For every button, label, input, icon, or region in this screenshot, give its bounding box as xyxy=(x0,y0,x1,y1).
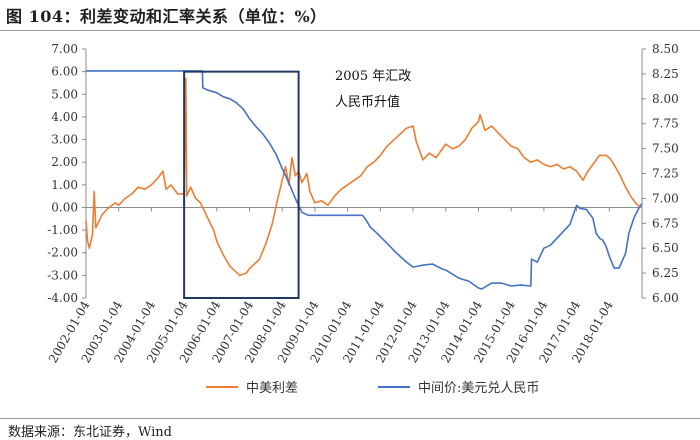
y-right-tick-label: 8.25 xyxy=(652,67,679,81)
spread-line xyxy=(85,77,641,277)
y-right-tick-label: 6.25 xyxy=(652,266,679,280)
source-note: 数据来源：东北证券，Wind xyxy=(8,425,172,440)
y-left-tick-label: -2.00 xyxy=(47,246,78,260)
y-left-tick-label: 7.00 xyxy=(51,42,78,56)
title-divider xyxy=(0,30,700,31)
annotation-text: 2005 年汇改 xyxy=(335,69,411,84)
legend-label: 中美利差 xyxy=(246,381,298,396)
y-left-tick-label: 2.00 xyxy=(51,155,78,169)
usdcny-line xyxy=(86,70,643,290)
y-right-tick-label: 6.00 xyxy=(652,291,679,305)
legend-label: 中间价:美元兑人民币 xyxy=(418,381,539,396)
y-left-tick-label: -3.00 xyxy=(47,268,78,282)
y-left-tick-label: 3.00 xyxy=(51,133,78,147)
reform-highlight-box xyxy=(183,70,300,299)
y-right-tick-label: 7.25 xyxy=(652,167,679,181)
y-left-tick-label: 1.00 xyxy=(51,178,78,192)
source-divider xyxy=(0,418,700,419)
y-left-tick-label: 5.00 xyxy=(51,87,78,101)
y-left-tick-label: 0.00 xyxy=(51,200,78,214)
y-left-tick-label: 4.00 xyxy=(51,110,78,124)
y-left-tick-label: -4.00 xyxy=(47,291,78,305)
y-right-tick-label: 8.00 xyxy=(652,92,679,106)
y-right-tick-label: 7.75 xyxy=(652,117,679,131)
figure-title: 图 104：利差变动和汇率关系（单位：%） xyxy=(6,7,327,26)
annotation-text: 人民币升值 xyxy=(335,94,400,110)
y-right-tick-label: 8.50 xyxy=(652,42,679,56)
y-right-tick-label: 7.50 xyxy=(652,142,679,156)
y-left-tick-label: -1.00 xyxy=(47,223,78,237)
y-right-tick-label: 7.00 xyxy=(652,191,679,205)
y-right-tick-label: 6.50 xyxy=(652,241,679,255)
y-left-tick-label: 6.00 xyxy=(51,65,78,79)
y-right-tick-label: 6.75 xyxy=(652,216,679,230)
